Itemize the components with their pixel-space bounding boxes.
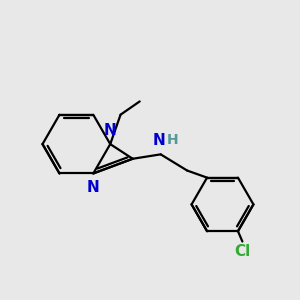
Text: N: N bbox=[87, 180, 100, 195]
Text: N: N bbox=[153, 133, 166, 148]
Text: H: H bbox=[167, 133, 179, 147]
Text: N: N bbox=[104, 123, 117, 138]
Text: Cl: Cl bbox=[234, 244, 250, 259]
